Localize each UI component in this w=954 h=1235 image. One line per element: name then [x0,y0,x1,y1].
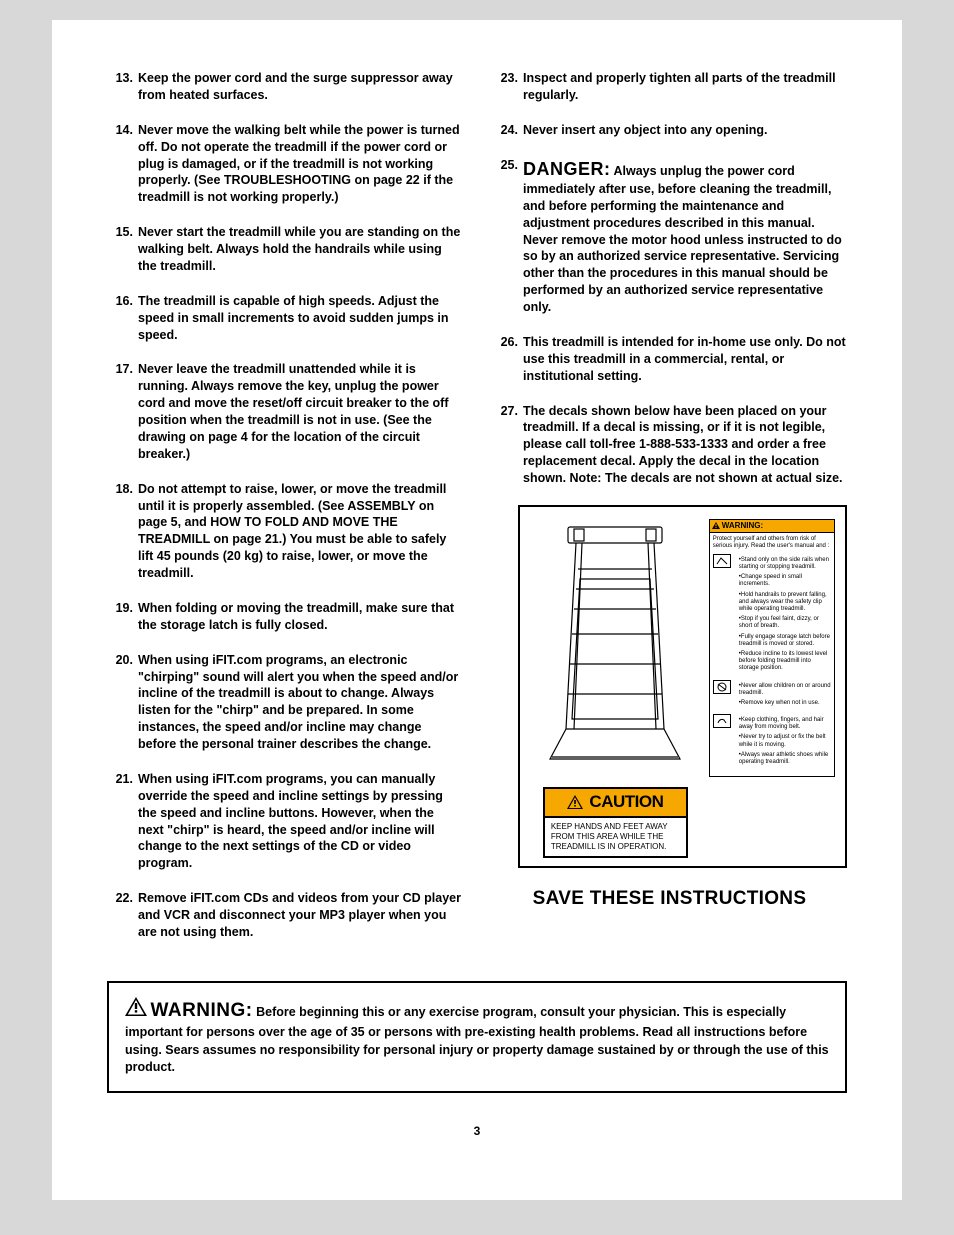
warning-bullet: •Reduce incline to its lowest level befo… [739,651,831,673]
item-number: 20. [107,652,138,753]
warning-triangle-icon [712,522,720,529]
item-text: Keep the power cord and the surge suppre… [138,70,462,104]
warning-bullet: •Always wear athletic shoes while operat… [739,752,831,766]
warning-bullet: •Fully engage storage latch before tread… [739,634,831,648]
warning-decal-title: WARNING: [722,521,763,531]
right-column: 23.Inspect and properly tighten all part… [492,70,847,959]
instruction-item: 25.DANGER: Always unplug the power cord … [492,157,847,316]
item-text: When folding or moving the treadmill, ma… [138,600,462,634]
item-text: Never leave the treadmill unattended whi… [138,361,462,462]
item-number: 23. [492,70,523,104]
treadmill-svg [530,519,700,779]
warning-bullet: •Never try to adjust or fix the belt whi… [739,734,831,748]
item-text: Never start the treadmill while you are … [138,224,462,275]
item-number: 19. [107,600,138,634]
item-text: Inspect and properly tighten all parts o… [523,70,847,104]
warning-decal: WARNING: Protect yourself and others fro… [709,519,835,858]
item-text: When using iFIT.com programs, an electro… [138,652,462,753]
caution-decal: CAUTION KEEP HANDS AND FEET AWAY FROM TH… [543,787,688,858]
footer-warning-label: WARNING: [150,1000,252,1021]
item-text: Do not attempt to raise, lower, or move … [138,481,462,582]
decal-illustration-box: CAUTION KEEP HANDS AND FEET AWAY FROM TH… [518,505,847,868]
treadmill-diagram: CAUTION KEEP HANDS AND FEET AWAY FROM TH… [530,519,701,858]
instruction-item: 15.Never start the treadmill while you a… [107,224,462,275]
item-number: 16. [107,293,138,344]
warning-bullet: •Keep clothing, fingers, and hair away f… [739,717,831,731]
warning-intro: Protect yourself and others from risk of… [713,536,831,550]
warning-bullet: •Hold handrails to prevent falling, and … [739,592,831,614]
warning-bullet: •Never allow children on or around tread… [739,683,831,697]
item-text: DANGER: Always unplug the power cord imm… [523,157,847,316]
instruction-item: 24.Never insert any object into any open… [492,122,847,139]
save-instructions-heading: SAVE THESE INSTRUCTIONS [492,886,847,912]
item-number: 22. [107,890,138,941]
danger-label: DANGER: [523,159,611,179]
item-number: 25. [492,157,523,316]
item-number: 24. [492,122,523,139]
page-number: 3 [107,1123,847,1139]
instruction-item: 16.The treadmill is capable of high spee… [107,293,462,344]
manual-page: 13.Keep the power cord and the surge sup… [52,20,902,1200]
warning-decal-body: Protect yourself and others from risk of… [709,533,835,778]
no-children-icon [713,680,731,694]
two-column-layout: 13.Keep the power cord and the surge sup… [107,70,847,959]
item-text: Never move the walking belt while the po… [138,122,462,206]
item-text: Remove iFIT.com CDs and videos from your… [138,890,462,941]
item-number: 18. [107,481,138,582]
warning-bullet: •Stop if you feel faint, dizzy, or short… [739,616,831,630]
warning-bullet: •Change speed in small increments. [739,574,831,588]
instruction-item: 23.Inspect and properly tighten all part… [492,70,847,104]
instruction-item: 21.When using iFIT.com programs, you can… [107,771,462,872]
instruction-item: 26.This treadmill is intended for in-hom… [492,334,847,385]
item-text: The treadmill is capable of high speeds.… [138,293,462,344]
stand-icon [713,554,731,568]
hand-belt-icon [713,714,731,728]
warning-triangle-icon [125,997,147,1022]
caution-header: CAUTION [543,787,688,818]
instruction-item: 13.Keep the power cord and the surge sup… [107,70,462,104]
item-number: 15. [107,224,138,275]
instruction-item: 22.Remove iFIT.com CDs and videos from y… [107,890,462,941]
instruction-item: 19.When folding or moving the treadmill,… [107,600,462,634]
item-text: Never insert any object into any opening… [523,122,847,139]
footer-warning-box: WARNING: Before beginning this or any ex… [107,981,847,1093]
item-number: 21. [107,771,138,872]
instruction-item: 20.When using iFIT.com programs, an elec… [107,652,462,753]
item-number: 13. [107,70,138,104]
item-number: 14. [107,122,138,206]
item-number: 27. [492,403,523,487]
left-column: 13.Keep the power cord and the surge sup… [107,70,462,959]
instruction-item: 27.The decals shown below have been plac… [492,403,847,487]
warning-bullet: •Stand only on the side rails when start… [739,557,831,571]
item-number: 17. [107,361,138,462]
instruction-item: 14.Never move the walking belt while the… [107,122,462,206]
instruction-item: 17.Never leave the treadmill unattended … [107,361,462,462]
item-text: The decals shown below have been placed … [523,403,847,487]
warning-decal-header: WARNING: [709,519,835,533]
caution-text: KEEP HANDS AND FEET AWAY FROM THIS AREA … [543,818,688,858]
instruction-item: 18.Do not attempt to raise, lower, or mo… [107,481,462,582]
item-text: This treadmill is intended for in-home u… [523,334,847,385]
item-text: When using iFIT.com programs, you can ma… [138,771,462,872]
caution-label: CAUTION [589,791,663,814]
warning-bullet: •Remove key when not in use. [739,700,831,707]
warning-triangle-icon [567,795,583,809]
item-number: 26. [492,334,523,385]
